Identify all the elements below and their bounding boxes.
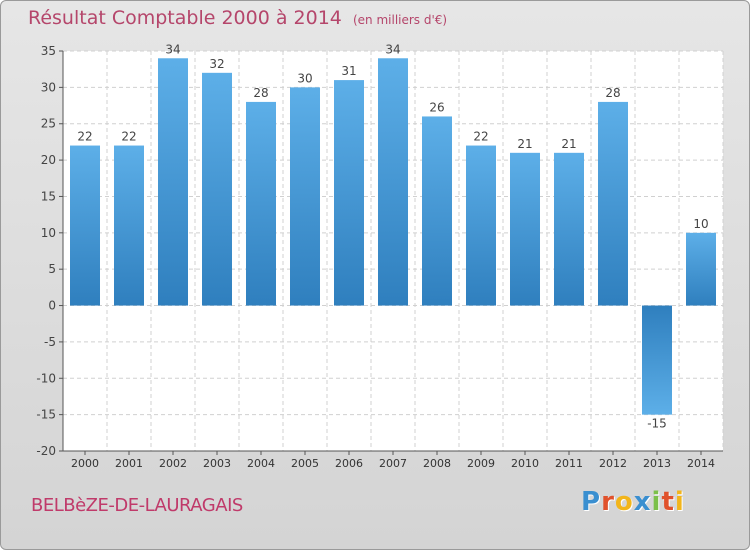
data-label-2007: 34: [385, 42, 400, 56]
logo-letter: r: [601, 487, 615, 517]
data-label-2006: 31: [341, 64, 356, 78]
y-tick-label: 0: [48, 299, 56, 313]
x-tick-label-2008: 2008: [423, 457, 451, 470]
y-tick-label: -20: [36, 444, 56, 458]
title-row: Résultat Comptable 2000 à 2014 (en milli…: [28, 7, 447, 29]
logo-letter: i: [674, 487, 685, 517]
x-tick-label-2009: 2009: [467, 457, 495, 470]
bar-2008: [422, 116, 452, 306]
x-axis: 2000 2001 2002 2003 2004 2005 2006 2007 2008 2009…: [63, 450, 723, 470]
bar-2009: [466, 145, 496, 306]
data-label-2004: 28: [253, 86, 268, 100]
logo-letter: o: [614, 487, 634, 517]
y-tick-label: -5: [44, 335, 56, 349]
x-tick-label-2011: 2011: [555, 457, 583, 470]
chart-subtitle: (en milliers d'€): [352, 13, 448, 27]
bar-2011: [554, 152, 584, 306]
proxiti-logo[interactable]: Proxiti: [581, 487, 685, 517]
bar-2001: [114, 145, 144, 306]
y-tick-label: 25: [41, 117, 56, 131]
y-axis: 35 30 25 20 15 10 5 0 -5 -10 -15 -20: [36, 44, 64, 458]
bar-2007: [378, 58, 408, 306]
y-tick-label: 10: [41, 226, 56, 240]
data-label-2001: 22: [121, 130, 136, 144]
bars: [70, 58, 716, 415]
chart-title: Résultat Comptable 2000 à 2014: [28, 7, 342, 29]
x-tick-label-2003: 2003: [203, 457, 231, 470]
x-tick-label-2000: 2000: [71, 457, 99, 470]
x-tick-label-2002: 2002: [159, 457, 187, 470]
x-tick-label-2010: 2010: [511, 457, 539, 470]
x-tick-label-2004: 2004: [247, 457, 275, 470]
data-label-2009: 22: [473, 130, 488, 144]
x-tick-label-2014: 2014: [687, 457, 715, 470]
data-label-2011: 21: [561, 137, 576, 151]
bar-2012: [598, 101, 628, 306]
logo-letter: i: [651, 487, 662, 517]
bar-2003: [202, 72, 232, 306]
y-tick-label: 35: [41, 44, 56, 58]
data-label-2013: -15: [647, 417, 667, 431]
logo-letter: t: [661, 487, 675, 517]
y-tick-label: 20: [41, 153, 56, 167]
bar-2005: [290, 87, 320, 306]
logo-letter: x: [633, 487, 652, 517]
x-tick-label-2006: 2006: [335, 457, 363, 470]
x-tick-label-2001: 2001: [115, 457, 143, 470]
y-tick-label: 5: [48, 262, 56, 276]
bar-2014: [686, 232, 716, 306]
data-label-2000: 22: [77, 130, 92, 144]
bar-2013: [642, 305, 672, 415]
y-tick-label: 15: [41, 189, 56, 203]
bar-2000: [70, 145, 100, 306]
data-label-2002: 34: [165, 42, 180, 56]
bar-2010: [510, 152, 540, 306]
bar-2004: [246, 101, 276, 306]
data-label-2014: 10: [693, 217, 708, 231]
bar-2006: [334, 80, 364, 306]
data-labels: 22 22 34 32 28 30 31 34 26 22 21 21 28 -15 10: [77, 42, 708, 430]
data-label-2005: 30: [297, 71, 312, 85]
bar-2002: [158, 58, 188, 306]
x-tick-label-2013: 2013: [643, 457, 671, 470]
data-label-2003: 32: [209, 57, 224, 71]
x-tick-label-2005: 2005: [291, 457, 319, 470]
data-label-2012: 28: [605, 86, 620, 100]
y-tick-label: -10: [36, 371, 56, 385]
data-label-2008: 26: [429, 100, 444, 114]
x-tick-label-2007: 2007: [379, 457, 407, 470]
commune-name: BELBèZE-DE-LAURAGAIS: [31, 495, 243, 516]
y-tick-label: 30: [41, 80, 56, 94]
x-tick-label-2012: 2012: [599, 457, 627, 470]
logo-letter: P: [581, 487, 602, 517]
data-label-2010: 21: [517, 137, 532, 151]
y-tick-label: -15: [36, 408, 56, 422]
